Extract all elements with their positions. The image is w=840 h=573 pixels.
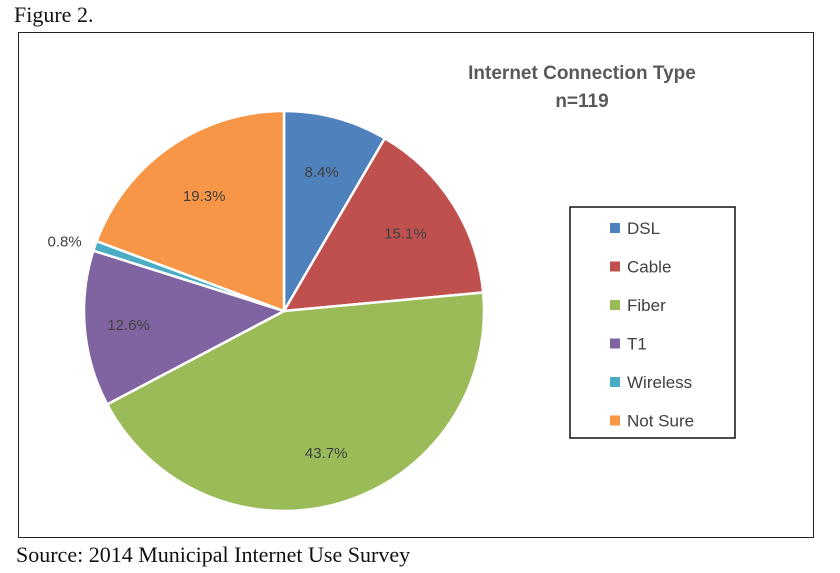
legend-label-dsl: DSL	[627, 219, 660, 238]
legend-label-fiber: Fiber	[627, 296, 666, 315]
chart-title-text: Internet Connection Type	[468, 63, 696, 84]
slice-label-t1: 12.6%	[107, 317, 150, 334]
chart-title: Internet Connection Type n=119	[468, 63, 696, 112]
slice-label-not-sure: 19.3%	[183, 188, 226, 205]
source-label: Source: 2014 Municipal Internet Use Surv…	[16, 542, 411, 567]
legend-swatch-t1	[610, 338, 620, 349]
pie-slice-dsl	[282, 109, 387, 316]
slice-label-wireless: 0.8%	[47, 233, 81, 250]
legend-swatch-wireless	[610, 377, 620, 387]
chart-subtitle-text: n=119	[555, 91, 608, 112]
legend-box	[569, 206, 736, 439]
slice-label-cable: 15.1%	[384, 226, 427, 243]
figure-label: Figure 2.	[14, 2, 94, 27]
pie-slice-labels: 8.4% 15.1% 43.7% 12.6% 0.8% 19.3%	[47, 164, 426, 462]
legend-label-cable: Cable	[627, 258, 671, 277]
pie-slice-fiber	[105, 291, 486, 513]
legend: DSL Cable Fiber T1 Wireless Not Sure	[569, 206, 736, 439]
slice-label-fiber: 43.7%	[305, 445, 348, 462]
pie-slices	[82, 109, 486, 513]
pie-slice-cable	[281, 136, 485, 313]
slice-label-dsl: 8.4%	[304, 164, 338, 181]
legend-swatch-cable	[610, 261, 620, 272]
pie-slice-t1	[82, 249, 288, 407]
legend-swatch-not-sure	[610, 415, 620, 426]
legend-label-t1: T1	[627, 335, 647, 354]
legend-label-wireless: Wireless	[627, 373, 692, 392]
legend-label-not-sure: Not Sure	[627, 412, 694, 431]
pie-slice-not-sure	[95, 109, 286, 313]
legend-swatch-dsl	[610, 223, 620, 233]
legend-swatch-fiber	[610, 300, 620, 310]
